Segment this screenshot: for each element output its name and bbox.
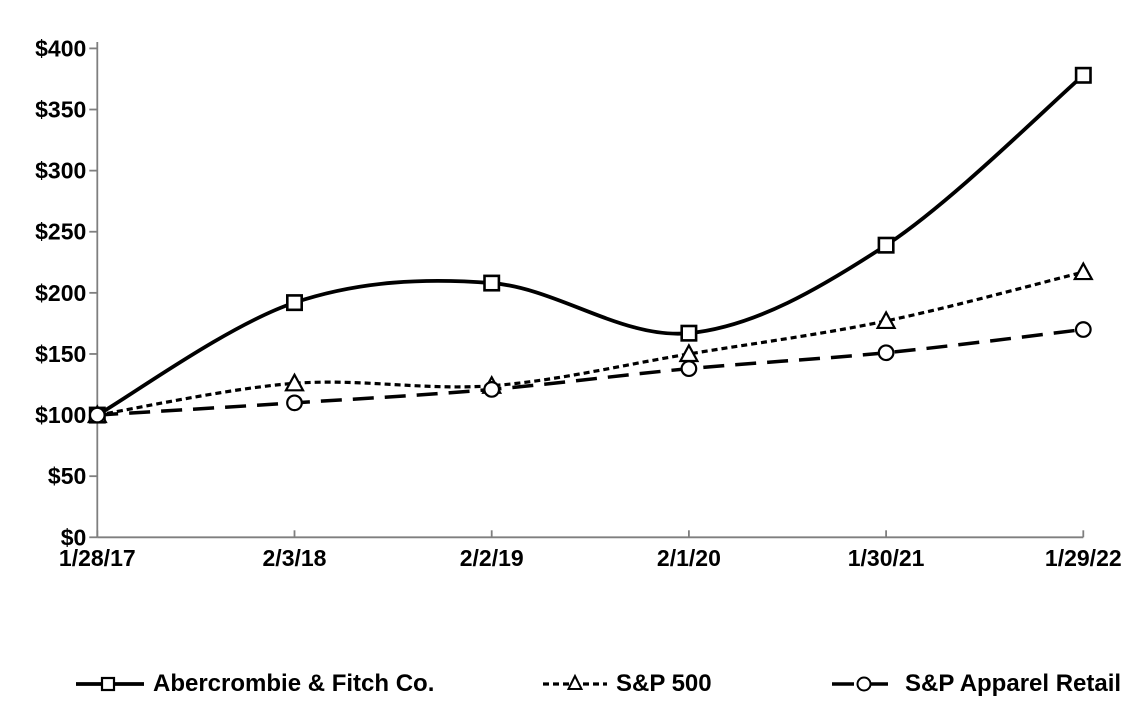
y-tick-label: $350: [35, 97, 86, 123]
legend-label-abercrombie-fitch: Abercrombie & Fitch Co.: [153, 670, 435, 697]
circle-marker-icon: [1074, 321, 1092, 338]
circle-marker-icon: [856, 676, 872, 692]
x-tick-label: 2/2/19: [460, 545, 524, 571]
solid-line-square-marker-icon: [76, 676, 144, 692]
y-tick-label: $300: [35, 158, 86, 184]
dotted-line-triangle-marker-icon: [543, 673, 607, 690]
legend-label-sp-apparel-retail: S&P Apparel Retail: [905, 670, 1122, 697]
square-marker-icon: [100, 676, 116, 692]
legend-entry-sp-apparel-retail: S&P Apparel Retail: [831, 664, 1121, 704]
triangle-marker-icon: [875, 310, 897, 330]
y-tick-label: $100: [35, 402, 86, 428]
series-line-0: [96, 73, 1085, 417]
y-tick-label: $0: [61, 524, 87, 550]
y-tick-label: $50: [48, 463, 86, 489]
x-tick-label: 1/28/17: [59, 545, 136, 571]
x-tick-label: 1/30/21: [848, 545, 925, 571]
legend-entry-sp500: S&P 500: [542, 664, 712, 704]
y-tick-label: $400: [35, 35, 86, 61]
square-marker-icon: [877, 236, 895, 254]
circle-marker-icon: [877, 344, 895, 362]
circle-marker-icon: [88, 406, 106, 424]
x-tick-label: 1/29/22: [1045, 545, 1122, 571]
triangle-marker-icon: [566, 673, 584, 690]
y-tick-label: $250: [35, 219, 86, 245]
chart-legend: Abercrombie & Fitch Co. S&P 500 S&P Appa…: [0, 664, 1140, 708]
legend-entry-abercrombie-fitch: Abercrombie & Fitch Co.: [75, 664, 434, 704]
y-tick-label: $150: [35, 341, 86, 367]
y-tick-label: $200: [35, 280, 86, 306]
circle-marker-icon: [483, 381, 501, 398]
square-marker-icon: [285, 294, 303, 312]
x-tick-label: 2/1/20: [657, 545, 721, 571]
square-marker-icon: [483, 274, 501, 292]
triangle-marker-icon: [284, 372, 305, 392]
circle-marker-icon: [680, 360, 698, 378]
legend-label-sp500: S&P 500: [616, 670, 712, 697]
square-marker-icon: [680, 324, 698, 342]
x-tick-label: 2/3/18: [263, 545, 327, 571]
circle-marker-icon: [286, 394, 303, 412]
triangle-marker-icon: [1072, 261, 1094, 281]
series-line-2: [97, 327, 1084, 417]
series-line-1: [97, 270, 1084, 417]
square-marker-icon: [1074, 66, 1092, 84]
dashed-line-circle-marker-icon: [832, 676, 896, 692]
